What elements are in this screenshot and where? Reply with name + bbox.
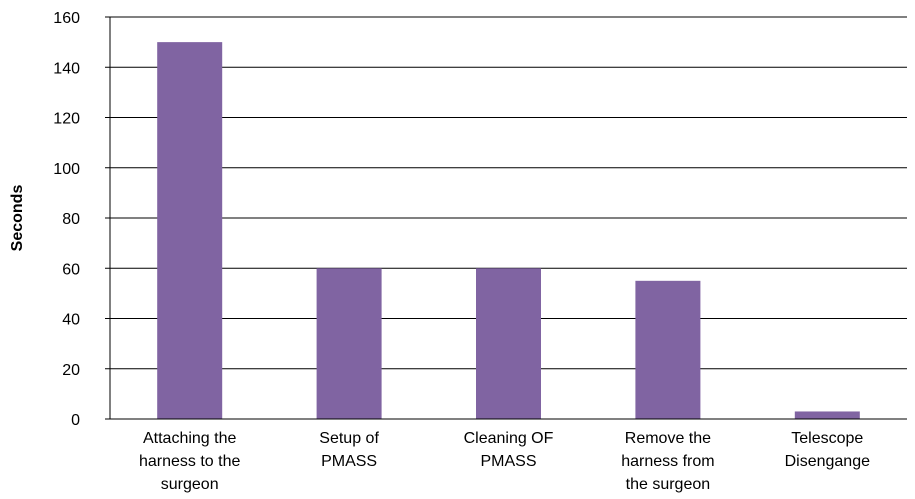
x-category-label: Telescope Disengange <box>785 430 871 470</box>
x-category-label-line: Attaching the <box>143 430 237 447</box>
y-tick-label: 120 <box>53 111 80 128</box>
bar <box>476 268 541 419</box>
bar <box>157 42 223 419</box>
x-category-label-line: Disengange <box>785 453 871 470</box>
bar <box>635 280 701 419</box>
x-category-label-line: PMASS <box>480 453 536 470</box>
x-category-labels: Attaching the harness to the surgeon Setup … <box>139 430 870 493</box>
y-tick-labels: 0 20 40 60 80 100 120 140 160 <box>53 10 110 429</box>
x-category-label-line: harness to the <box>139 453 241 470</box>
x-category-label: Remove the harness from the surgeon <box>621 430 714 493</box>
bar <box>794 411 860 419</box>
x-category-label-line: harness from <box>621 453 714 470</box>
x-category-label-line: PMASS <box>321 453 377 470</box>
x-category-label: Cleaning OF PMASS <box>464 430 554 470</box>
x-category-label-line: the surgeon <box>626 476 711 493</box>
x-category-label-line: surgeon <box>161 476 219 493</box>
y-tick-label: 100 <box>53 161 80 178</box>
bar <box>316 268 382 419</box>
y-tick-label: 0 <box>71 412 80 429</box>
x-category-label: Attaching the harness to the surgeon <box>139 430 241 493</box>
bars <box>157 42 860 419</box>
y-tick-label: 40 <box>62 312 80 329</box>
x-category-label-line: Telescope <box>791 430 863 447</box>
x-category-label-line: Remove the <box>625 430 711 447</box>
y-tick-label: 80 <box>62 211 80 228</box>
y-tick-label: 60 <box>62 261 80 278</box>
x-category-label-line: Cleaning OF <box>464 430 554 447</box>
y-tick-label: 140 <box>53 60 80 77</box>
y-tick-label: 160 <box>53 10 80 27</box>
x-category-label-line: Setup of <box>319 430 379 447</box>
y-tick-label: 20 <box>62 362 80 379</box>
y-axis-title: Seconds <box>9 185 26 252</box>
x-category-label: Setup of PMASS <box>319 430 379 470</box>
